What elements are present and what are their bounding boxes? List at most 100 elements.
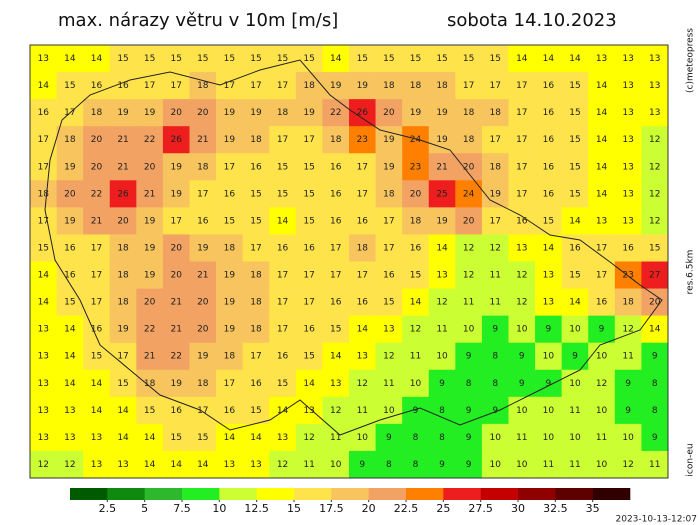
- grid-cell: [216, 207, 243, 235]
- grid-cell: [56, 315, 84, 343]
- colorbar-tick-label: 27.5: [468, 502, 493, 515]
- grid-cell: [535, 234, 562, 262]
- grid-cell: [455, 234, 483, 262]
- cell-value: 13: [649, 81, 660, 91]
- grid-cell: [242, 315, 270, 343]
- grid-cell: [189, 180, 217, 208]
- grid-cell: [428, 234, 456, 262]
- grid-cell: [349, 288, 376, 316]
- grid-cell: [641, 153, 669, 181]
- grid-cell: [189, 450, 217, 479]
- grid-cell: [428, 423, 456, 452]
- grid-cell: [216, 288, 243, 316]
- grid-cell: [349, 207, 376, 235]
- cell-value: 8: [492, 352, 498, 362]
- cell-value: 19: [436, 135, 448, 145]
- grid-cell: [216, 423, 243, 452]
- cell-value: 17: [224, 81, 235, 91]
- grid-cell: [508, 450, 536, 479]
- grid-cell: [428, 396, 456, 425]
- cell-value: 12: [463, 271, 474, 281]
- cell-value: 9: [546, 325, 552, 335]
- colorbar-tick-label: 30: [511, 502, 525, 515]
- grid-cell: [349, 72, 376, 100]
- grid-cell: [588, 126, 616, 154]
- cell-value: 16: [383, 271, 395, 281]
- grid-cell: [402, 180, 430, 208]
- grid-cell: [295, 72, 323, 100]
- grid-cell: [375, 423, 403, 452]
- cell-value: 19: [170, 379, 182, 389]
- grid-cell: [614, 126, 642, 154]
- grid-cell: [535, 315, 562, 343]
- cell-value: 17: [596, 243, 607, 253]
- cell-value: 17: [489, 81, 500, 91]
- date: sobota 14.10.2023: [447, 10, 617, 31]
- grid-cell: [535, 288, 562, 316]
- cell-value: 18: [622, 298, 634, 308]
- cell-value: 9: [519, 379, 525, 389]
- grid-cell: [30, 369, 57, 398]
- grid-cell: [375, 180, 403, 208]
- cell-value: 17: [250, 81, 261, 91]
- grid-cell: [535, 342, 562, 371]
- cell-value: 16: [197, 216, 209, 226]
- grid-cell: [349, 396, 376, 425]
- grid-cell: [242, 99, 270, 127]
- cell-value: 21: [144, 352, 155, 362]
- grid-cell: [641, 99, 669, 127]
- grid-cell: [162, 99, 190, 127]
- cell-value: 9: [466, 352, 472, 362]
- cell-value: 20: [64, 189, 76, 199]
- resolution: res.6.5km: [686, 250, 696, 295]
- grid-cell: [641, 288, 669, 316]
- grid-cell: [349, 315, 376, 343]
- cell-value: 13: [38, 54, 49, 64]
- cell-value: 15: [117, 379, 128, 389]
- cell-value: 13: [622, 81, 633, 91]
- cell-value: 17: [170, 81, 181, 91]
- grid-cell: [109, 261, 137, 289]
- cell-value: 10: [463, 325, 475, 335]
- grid-cell: [455, 126, 483, 154]
- grid-cell: [295, 261, 323, 289]
- grid-cell: [136, 261, 164, 289]
- cell-value: 11: [489, 298, 500, 308]
- cell-value: 12: [357, 379, 368, 389]
- grid-cell: [508, 261, 536, 289]
- grid-cell: [136, 450, 164, 479]
- grid-cell: [83, 99, 111, 127]
- grid-cell: [189, 315, 217, 343]
- cell-value: 9: [413, 406, 419, 416]
- cell-value: 15: [330, 325, 341, 335]
- cell-value: 17: [91, 271, 102, 281]
- grid-cell: [30, 45, 57, 73]
- grid-cell: [349, 342, 376, 371]
- cell-value: 15: [250, 216, 261, 226]
- grid-cell: [136, 207, 164, 235]
- cell-value: 15: [303, 54, 314, 64]
- grid-cell: [561, 72, 589, 100]
- cell-value: 17: [144, 81, 155, 91]
- grid-cell: [641, 315, 669, 343]
- cell-value: 12: [596, 379, 607, 389]
- colorbar-tick-label: 10: [212, 502, 226, 515]
- grid-cell: [269, 180, 297, 208]
- cell-value: 22: [91, 189, 102, 199]
- cell-value: 12: [489, 243, 500, 253]
- grid-cell: [641, 72, 669, 100]
- cell-value: 17: [224, 162, 235, 172]
- grid-cell: [481, 450, 509, 479]
- cell-value: 12: [649, 189, 660, 199]
- grid-cell: [508, 288, 536, 316]
- grid-cell: [269, 315, 297, 343]
- colorbar-segment: [294, 488, 332, 500]
- grid-cell: [535, 72, 562, 100]
- cell-value: 18: [303, 81, 315, 91]
- cell-value: 20: [649, 298, 661, 308]
- cell-value: 9: [386, 433, 392, 443]
- grid-cell: [162, 288, 190, 316]
- cell-value: 13: [622, 162, 633, 172]
- cell-value: 13: [38, 325, 49, 335]
- cell-value: 8: [466, 379, 472, 389]
